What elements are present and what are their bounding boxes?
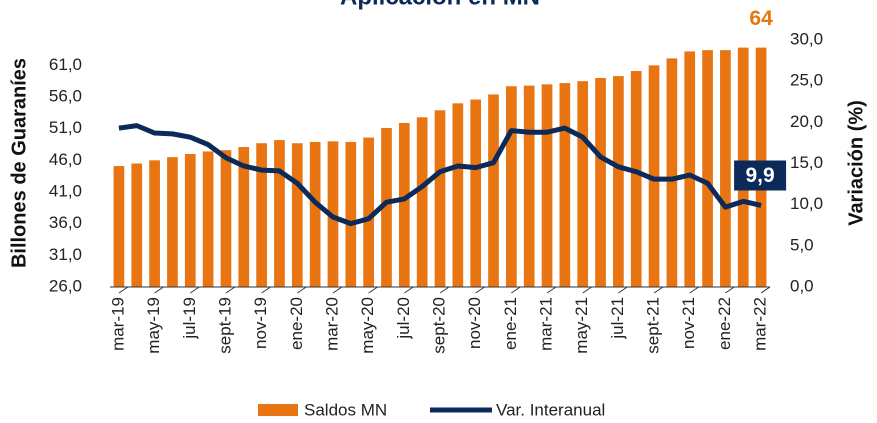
x-tick (118, 286, 129, 294)
y2-tick-label: 25,0 (790, 71, 823, 90)
bar (541, 84, 553, 287)
y-tick-label: 31,0 (49, 245, 82, 264)
bar (666, 58, 678, 287)
x-tick-label: ene-22 (715, 297, 734, 350)
x-tick-label: mar-22 (751, 297, 770, 351)
x-tick-label: ene-21 (501, 297, 520, 350)
bar (416, 117, 428, 288)
x-tick (725, 286, 735, 294)
y-tick-label: 41,0 (49, 181, 82, 200)
x-tick (225, 286, 236, 294)
y2-tick-label: 10,0 (790, 194, 823, 213)
bar (684, 51, 696, 288)
bar (256, 143, 267, 287)
bar (488, 94, 499, 287)
y2-tick-label: 15,0 (790, 153, 823, 172)
y2-tick-label: 0,0 (790, 276, 814, 295)
x-tick (261, 286, 271, 294)
bar (131, 163, 143, 287)
x-tick (368, 286, 378, 294)
x-tick-label: sept-20 (429, 297, 448, 354)
x-tick (404, 286, 414, 294)
x-tick-label: mar-19 (108, 297, 127, 351)
bar (220, 150, 232, 287)
bar (452, 103, 464, 287)
x-tick (189, 286, 200, 294)
y-tick-label: 46,0 (49, 150, 82, 169)
x-tick-label: mar-20 (322, 297, 341, 351)
bar (613, 76, 624, 287)
x-tick-label: may-20 (358, 297, 377, 354)
x-tick (689, 286, 699, 294)
bar (702, 50, 713, 288)
bar (149, 160, 160, 287)
y-tick-label: 56,0 (49, 86, 82, 105)
x-tick-label: nov-19 (251, 297, 270, 349)
x-tick (439, 286, 450, 294)
x-tick (511, 286, 521, 294)
y2-tick-label: 30,0 (790, 29, 823, 48)
legend-swatch (258, 404, 298, 416)
legend-label: Saldos MN (304, 400, 387, 419)
bar (648, 65, 660, 287)
x-tick (475, 286, 485, 294)
x-tick-label: jul-20 (394, 297, 413, 340)
bar (381, 128, 392, 287)
bar (238, 147, 250, 287)
bar (630, 71, 642, 288)
x-tick-label: nov-21 (679, 297, 698, 349)
bar (184, 154, 196, 287)
x-tick-label: mar-21 (537, 297, 556, 351)
y2-tick-label: 20,0 (790, 112, 823, 131)
x-tick-label: may-19 (144, 297, 163, 354)
bar (595, 78, 606, 287)
bar (720, 50, 731, 288)
bar (398, 122, 410, 287)
bar (363, 137, 374, 287)
bar (559, 83, 571, 287)
y-tick-label: 26,0 (49, 276, 82, 295)
x-tick (297, 286, 307, 294)
x-tick-label: sept-21 (644, 297, 663, 354)
x-tick (154, 286, 164, 294)
x-tick-label: may-21 (572, 297, 591, 354)
y2-axis-title: Variación (%) (845, 100, 867, 226)
line (118, 123, 762, 227)
bar (470, 99, 482, 288)
x-tick (582, 286, 592, 294)
x-tick-label: nov-20 (465, 297, 484, 349)
bar (113, 166, 125, 287)
bar (309, 141, 321, 287)
chart-title: Aplicación en MN (340, 0, 540, 10)
line-value-label: 9,9 (745, 164, 774, 187)
bar (202, 151, 214, 287)
bar (577, 81, 589, 288)
bar (434, 110, 446, 287)
bar (345, 141, 357, 287)
bar (291, 143, 303, 287)
x-tick-label: ene-20 (287, 297, 306, 350)
x-tick (618, 286, 628, 294)
x-tick-label: jul-21 (608, 297, 627, 340)
y-tick-label: 36,0 (49, 213, 82, 232)
x-tick (653, 286, 664, 294)
x-tick (332, 286, 343, 294)
y2-tick-label: 5,0 (790, 235, 814, 254)
y-tick-label: 51,0 (49, 118, 82, 137)
bar (167, 157, 178, 287)
bar (274, 140, 285, 287)
bar-value-label: 64 (749, 7, 773, 30)
legend-label: Var. Interanual (496, 400, 605, 419)
x-tick (546, 286, 557, 294)
x-tick-label: sept-19 (215, 297, 234, 354)
y-axis-title: Billones de Guaraníes (8, 58, 30, 268)
bar (523, 85, 535, 287)
value-label-box (734, 160, 787, 191)
y-tick-label: 61,0 (49, 55, 82, 74)
x-tick-label: jul-19 (180, 297, 199, 340)
x-tick (760, 286, 771, 294)
bar (506, 86, 517, 287)
